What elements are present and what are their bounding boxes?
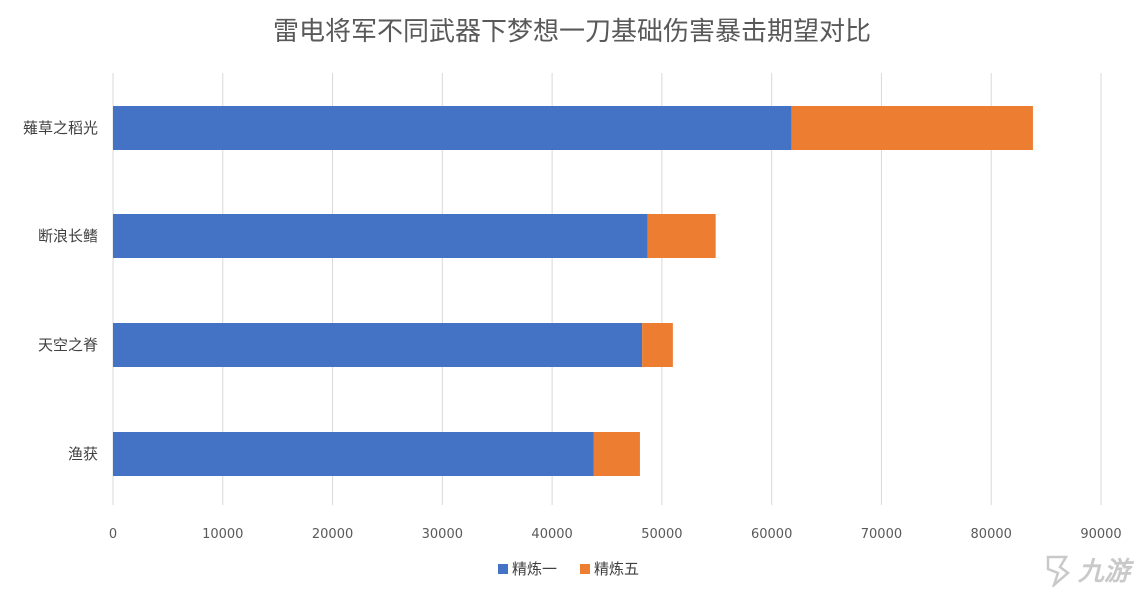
legend-swatch (498, 564, 508, 574)
bar-refine5 (647, 214, 716, 258)
x-tick-label: 20000 (312, 527, 353, 542)
x-axis-tick-labels: 0 10000 20000 30000 40000 50000 60000 70000 8000… (109, 527, 1122, 542)
bar-refine1 (113, 323, 643, 367)
bar-refine5 (791, 106, 1033, 150)
x-tick-label: 0 (109, 527, 117, 542)
category-label: 断浪长鳍 (38, 227, 98, 245)
watermark: 九游 (1040, 551, 1130, 588)
x-tick-label: 10000 (202, 527, 243, 542)
bar-refine1 (113, 432, 594, 476)
category-label: 天空之脊 (38, 336, 98, 354)
category-label: 薙草之稻光 (23, 119, 98, 137)
bar-refine1 (113, 214, 648, 258)
x-tick-label: 40000 (531, 527, 572, 542)
x-tick-label: 80000 (971, 527, 1012, 542)
legend-swatch (580, 564, 590, 574)
jiuyou-logo-icon (1046, 555, 1070, 587)
category-label: 渔获 (68, 445, 98, 463)
bar-refine5 (593, 432, 640, 476)
watermark-text: 九游 (1077, 557, 1130, 587)
legend-label: 精炼一 (512, 560, 557, 578)
x-tick-label: 70000 (861, 527, 902, 542)
legend-label: 精炼五 (594, 560, 639, 578)
chart-title: 雷电将军不同武器下梦想一刀基础伤害暴击期望对比 (273, 17, 871, 47)
x-tick-label: 60000 (751, 527, 792, 542)
bars (113, 106, 1033, 476)
x-tick-label: 50000 (641, 527, 682, 542)
x-tick-label: 30000 (422, 527, 463, 542)
legend: 精炼一 精炼五 (498, 560, 639, 578)
x-tick-label: 90000 (1080, 527, 1121, 542)
bar-refine1 (113, 106, 792, 150)
bar-refine5 (642, 323, 673, 367)
